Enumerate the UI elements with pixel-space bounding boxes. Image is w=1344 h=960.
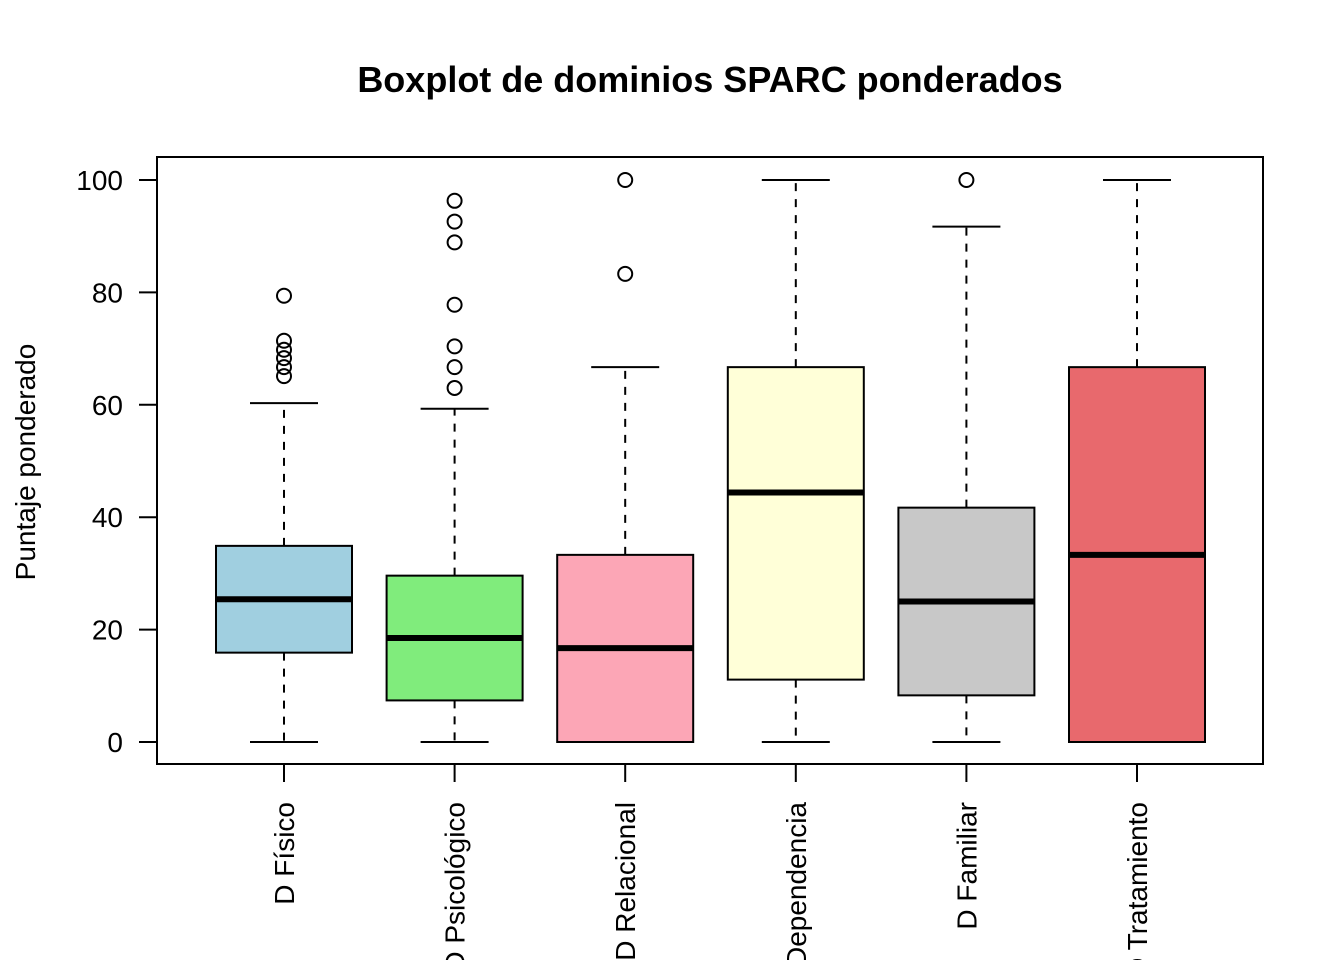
y-axis: 0 20 40 60 80 100 <box>76 165 158 758</box>
outlier-point <box>276 359 292 376</box>
outlier-point <box>446 234 463 251</box>
y-tick-label: 0 <box>107 727 123 758</box>
y-tick-label: 60 <box>92 390 123 421</box>
outlier-point <box>446 338 463 355</box>
x-tick-label: D Relacional <box>610 802 641 960</box>
outlier-point <box>617 265 634 282</box>
box-6 <box>1068 179 1206 743</box>
x-axis: D Físico D Psicológico D Relacional D Depen… <box>269 763 1153 960</box>
y-tick-label: 20 <box>92 615 123 646</box>
x-tick-label: D Psicológico <box>440 802 471 960</box>
outlier-point <box>446 213 463 230</box>
box-1 <box>215 287 353 743</box>
outlier-point <box>276 332 292 349</box>
x-tick-label: D Familiar <box>951 802 982 930</box>
box-4 <box>726 179 865 743</box>
outlier-point <box>276 350 292 367</box>
outlier-point <box>276 287 292 304</box>
x-tick-label: D Físico <box>269 802 300 905</box>
y-tick-label: 40 <box>92 502 123 533</box>
outlier-point <box>276 341 292 358</box>
outlier-point <box>617 172 634 188</box>
boxes-group <box>215 172 1206 743</box>
outlier-point <box>446 192 463 209</box>
outlier-point <box>276 368 292 385</box>
y-tick-label: 100 <box>76 165 123 196</box>
chart-title: Boxplot de dominios SPARC ponderados <box>357 59 1062 100</box>
y-axis-label: Puntaje ponderado <box>10 344 41 581</box>
outlier-point <box>958 172 975 188</box>
box-5 <box>897 172 1036 743</box>
outlier-point <box>446 359 463 376</box>
outlier-point <box>446 379 463 396</box>
box-3 <box>556 172 695 743</box>
x-tick-label: D Dependencia <box>781 802 812 960</box>
y-tick-label: 80 <box>92 277 123 308</box>
box-iqr <box>726 366 865 681</box>
box-2 <box>385 192 524 743</box>
outlier-point <box>446 296 463 313</box>
x-tick-label: D Tratamiento <box>1122 802 1153 960</box>
